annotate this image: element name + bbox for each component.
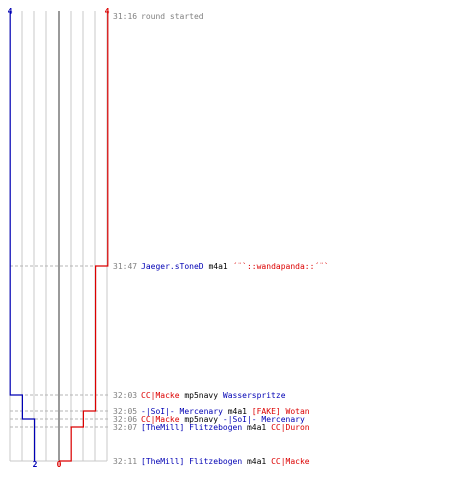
event-time: 32:05 [113, 407, 137, 416]
blue-start-count: 4 [8, 7, 13, 16]
event-text: -|SoI|- Mercenary m4a1 [FAKE] Wotan [141, 407, 310, 416]
event-part: CC|Duron [271, 423, 310, 432]
event-part: -|SoI|- Mercenary [223, 415, 305, 424]
event-text: [TheMill] Flitzebogen m4a1 CC|Macke [141, 457, 310, 466]
event-part: [TheMill] Flitzebogen [141, 423, 242, 432]
event-part: mp5navy [180, 415, 223, 424]
event-text: round started [141, 12, 204, 21]
event-part: [FAKE] Wotan [252, 407, 310, 416]
event-time: 32:06 [113, 415, 137, 424]
event-part: m4a1 [242, 423, 271, 432]
event-part: Wasserspritze [223, 391, 286, 400]
event-time: 31:47 [113, 262, 137, 271]
event-time: 32:07 [113, 423, 137, 432]
red-start-count: 4 [105, 7, 110, 16]
event-part: CC|Macke [141, 415, 180, 424]
event-text: CC|Macke mp5navy -|SoI|- Mercenary [141, 415, 305, 424]
event-part: -|SoI|- Mercenary [141, 407, 223, 416]
event-text: [TheMill] Flitzebogen m4a1 CC|Duron [141, 423, 310, 432]
event-part: m4a1 [242, 457, 271, 466]
event-text: CC|Macke mp5navy Wasserspritze [141, 391, 286, 400]
event-part: CC|Macke [141, 391, 180, 400]
event-part: mp5navy [180, 391, 223, 400]
event-part: CC|Macke [271, 457, 310, 466]
event-time: 31:16 [113, 12, 137, 21]
team-step-lines [9, 10, 109, 462]
event-time: 32:03 [113, 391, 137, 400]
event-time: 32:11 [113, 457, 137, 466]
event-log: 31:16 round started 31:47 Jaeger.sToneD m4a… [113, 12, 329, 466]
event-part: ´¨`::wandapanda::´¨` [233, 261, 329, 271]
event-text: Jaeger.sToneD m4a1 ´¨`::wandapanda::´¨` [141, 261, 329, 271]
blue-end-count: 2 [33, 460, 38, 469]
event-part: round started [141, 12, 204, 21]
event-part: m4a1 [223, 407, 252, 416]
red-end-count: 0 [57, 460, 62, 469]
lane-grid [9, 11, 108, 462]
player-counts: 4 4 2 0 [8, 7, 110, 469]
event-part: Jaeger.sToneD [141, 262, 204, 271]
event-part: m4a1 [204, 262, 233, 271]
event-part: [TheMill] Flitzebogen [141, 457, 242, 466]
